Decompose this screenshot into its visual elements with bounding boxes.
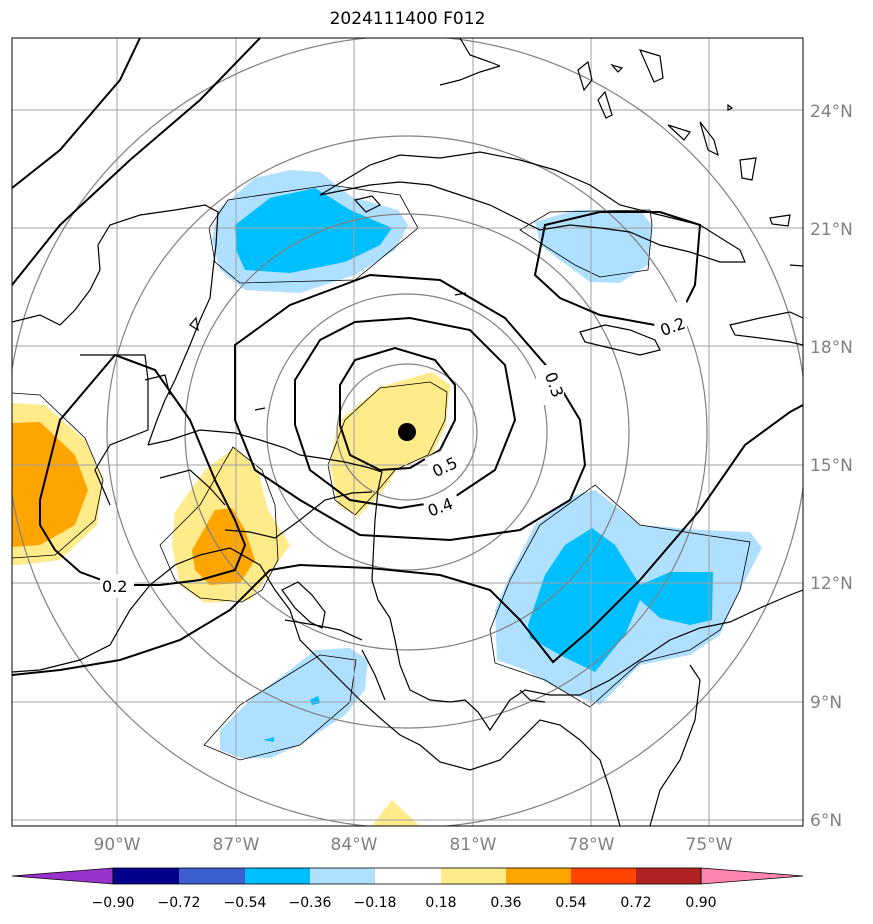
lon-label-75: 75°W (686, 835, 733, 855)
colorbar-label-6: 0.18 (425, 895, 456, 911)
colorbar-label-4: −0.36 (289, 895, 332, 911)
colorbar-bin-6 (441, 868, 506, 884)
colorbar: −0.90 −0.72 −0.54 −0.36 −0.18 0.18 0.36 … (11, 867, 804, 911)
colorbar-label-8: 0.54 (555, 895, 586, 911)
coast-bahamas8 (727, 103, 734, 111)
colorbar-label-2: −0.72 (158, 895, 201, 911)
border-nicaragua-costarica (284, 619, 363, 641)
coast-florida-keys (439, 65, 501, 86)
contour-0.2-loop (39, 353, 247, 586)
contour-label-0.2: 0.2 (102, 577, 127, 596)
contour-0.3 (234, 273, 587, 542)
contour-0.4 (294, 316, 517, 510)
colorbar-label-10: 0.90 (685, 895, 716, 911)
coast-bahamas1 (577, 60, 593, 92)
coastlines (12, 38, 803, 826)
lon-label-84: 84°W (331, 835, 378, 855)
coast-bay-islands (254, 407, 266, 411)
coast-central-caribbean (147, 429, 803, 732)
colorbar-extend-low (11, 867, 114, 885)
lon-label-78: 78°W (568, 835, 615, 855)
colorbar-bin-4 (310, 868, 375, 884)
contour-0.2-big (12, 38, 261, 286)
border-mexico-guatemala (80, 354, 149, 506)
anomaly-center-light (330, 372, 450, 517)
anomaly-west-strong (12, 422, 88, 547)
lon-label-81: 81°W (450, 835, 497, 855)
contour-0.5 (339, 346, 456, 472)
coast-panama-inlet (519, 689, 546, 703)
coast-bahamas5 (699, 121, 719, 157)
anomaly-pacific-dot1 (310, 696, 320, 705)
colorbar-bin-9 (636, 868, 701, 884)
border-honduras-nicaragua (224, 491, 373, 539)
map-frame (11, 37, 804, 827)
coast-bahamas2 (597, 90, 613, 119)
coast-cuba (319, 151, 746, 263)
coast-bahamas9 (769, 214, 791, 227)
lat-label-15: 15°N (810, 456, 853, 476)
range-rings (12, 38, 803, 826)
coast-bahamas6 (739, 157, 757, 181)
lat-label-6: 6°N (810, 811, 842, 831)
colorbar-label-5: −0.18 (354, 895, 397, 911)
lat-label-21: 21°N (810, 220, 853, 240)
colorbar-extend-high (700, 867, 804, 885)
lake-nicaragua (281, 581, 326, 629)
anomaly-pacific-dot2 (263, 737, 274, 742)
anomaly-north-strong (235, 188, 392, 273)
colorbar-bin-8 (571, 868, 636, 884)
coast-bahamas10 (789, 264, 803, 267)
lon-label-87: 87°W (213, 835, 260, 855)
lat-label-9: 9°N (810, 693, 842, 713)
colorbar-label-7: 0.36 (490, 895, 521, 911)
contour-nw (12, 38, 141, 189)
center-marker (398, 423, 416, 441)
lat-label-12: 12°N (810, 574, 853, 594)
latitude-labels: 24°N 21°N 18°N 15°N 12°N 9°N 6°N (810, 102, 853, 831)
longitude-labels: 90°W 87°W 84°W 81°W 78°W 75°W (94, 835, 733, 855)
coast-central-pacific (12, 547, 621, 826)
colorbar-label-9: 0.72 (620, 895, 651, 911)
coast-florida-tip (459, 38, 501, 67)
lat-label-24: 24°N (810, 102, 853, 122)
colorbar-bin-1 (113, 868, 179, 884)
colorbar-bin-5 (375, 868, 441, 884)
coast-bahamas3 (638, 49, 664, 83)
colorbar-bin-3 (245, 868, 310, 884)
colorbar-frame (112, 867, 702, 885)
coast-isla-juventud (353, 195, 381, 213)
anomaly-pacific-light (220, 648, 368, 758)
colorbar-label-1: −0.90 (92, 895, 135, 911)
coast-colombia (649, 664, 701, 826)
coast-bahamas4 (667, 124, 691, 141)
contour-0.2-south (12, 404, 803, 676)
colorbar-bin-2 (179, 868, 245, 884)
border-costarica-panama (361, 649, 386, 701)
coast-yucatan (12, 204, 219, 446)
lat-label-18: 18°N (810, 338, 853, 358)
coast-cozumel (189, 316, 199, 332)
coast-hispaniola (729, 311, 803, 346)
contour-labels: 0.2 0.3 0.5 0.4 0.2 (100, 299, 695, 598)
coast-bahamas7 (610, 63, 624, 73)
map-title: 2024111400 F012 (329, 9, 486, 29)
coast-jamaica (579, 324, 661, 356)
colorbar-bin-7 (506, 868, 571, 884)
lon-label-90: 90°W (94, 835, 141, 855)
border-guatemala-honduras (159, 469, 226, 506)
colorbar-label-3: −0.54 (224, 895, 267, 911)
